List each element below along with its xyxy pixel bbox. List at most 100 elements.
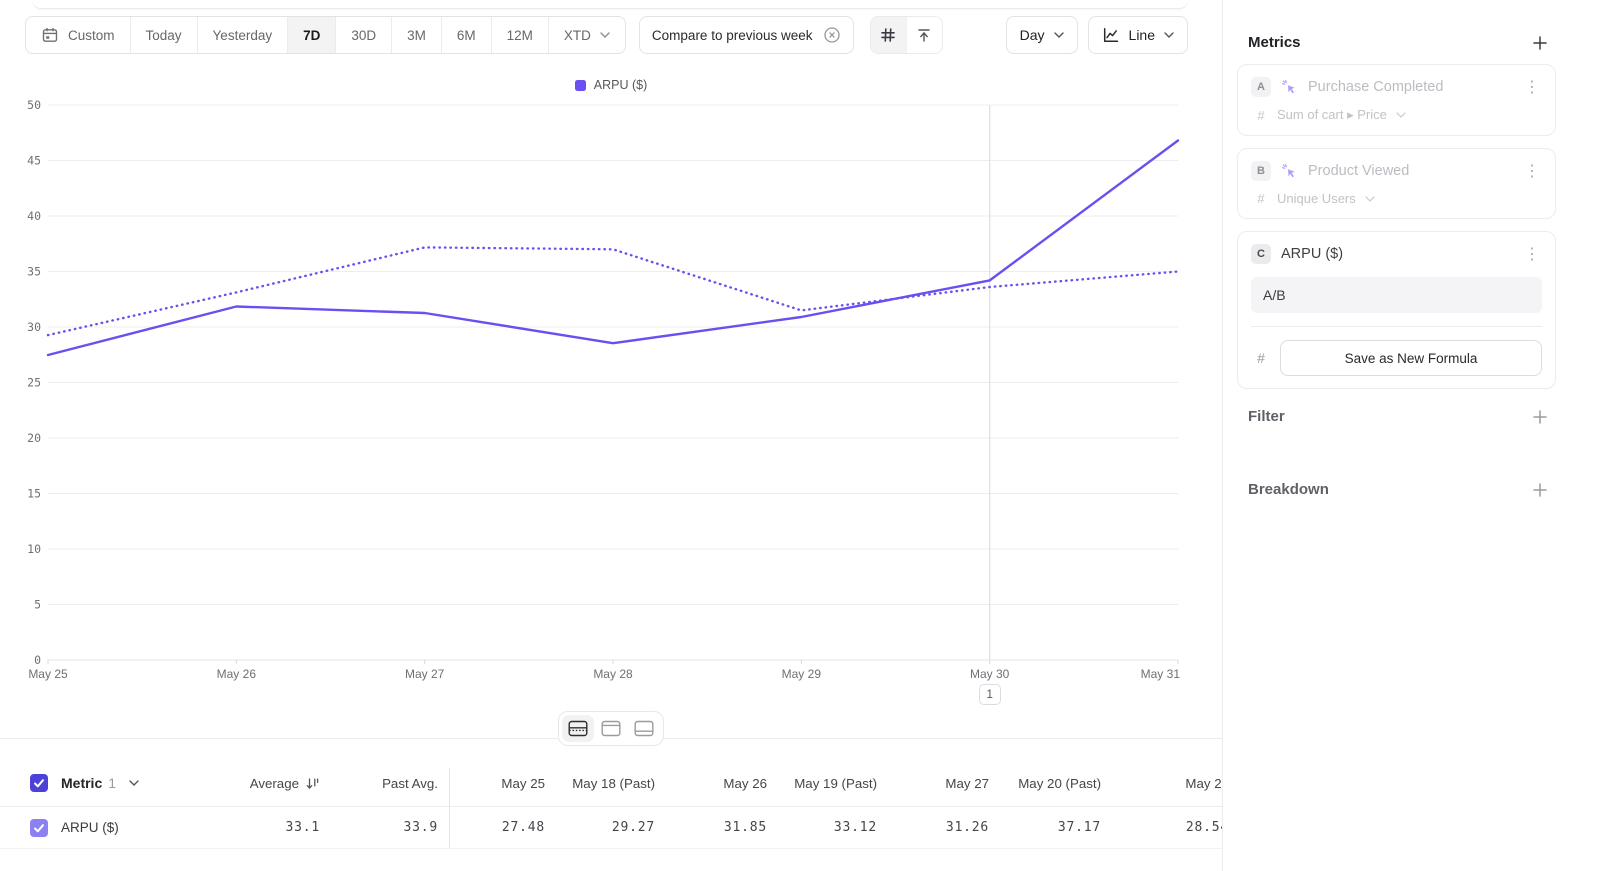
measure-selector[interactable]: # Unique Users [1251,191,1542,206]
save-as-new-formula-button[interactable]: Save as New Formula [1280,340,1542,376]
chart-type-dropdown[interactable]: Line [1087,16,1188,54]
column-header-average[interactable]: Average [230,776,320,791]
annotations-toggle-button[interactable] [905,17,942,53]
granularity-label: Day [1019,27,1045,43]
svg-text:May 29: May 29 [782,667,822,681]
svg-text:25: 25 [27,376,41,390]
svg-text:0: 0 [34,653,41,667]
cell-past-avg: 33.9 [403,820,438,835]
magic-event-icon [1281,163,1298,180]
svg-text:35: 35 [27,265,41,279]
column-header-date: May 25 [438,776,545,791]
metric-header-cell: Metric 1 [0,774,230,792]
date-range-7d-button[interactable]: 7D [287,17,336,53]
svg-text:45: 45 [27,154,41,168]
main-panel: Custom Today Yesterday 7D 30D 3M 6M 12M … [0,0,1222,849]
granularity-dropdown[interactable]: Day [1005,16,1078,54]
column-label: May 20 (Past) [1018,775,1101,791]
sort-descending-icon [305,776,320,791]
remove-compare-icon[interactable] [823,26,841,44]
chevron-down-icon [1396,112,1406,118]
date-range-segmented-control: Custom Today Yesterday 7D 30D 3M 6M 12M … [25,16,626,54]
metric-header-label[interactable]: Metric [61,775,103,791]
metric-badge: B [1251,161,1271,181]
metric-options-kebab-icon[interactable]: ⋮ [1524,244,1540,263]
measure-label: Sum of cart ▸ Price [1277,107,1387,122]
svg-text:May 27: May 27 [405,667,445,681]
arpu-line-chart: 0 5 10 15 20 25 30 35 40 45 50 May 25 May 26 May 27 Ma… [27,98,1181,681]
add-filter-button[interactable] [1532,409,1548,425]
table-header-row: Metric 1 Average Past Avg. May 25 May 18… [0,760,1222,807]
add-metric-button[interactable] [1532,35,1548,51]
bottom-panel-view-button[interactable] [628,715,660,742]
date-range-label: 3M [407,27,426,43]
column-header-date: May 26 [655,776,767,791]
column-header-date: May 27 [877,776,989,791]
measure-selector[interactable]: # Sum of cart ▸ Price [1251,107,1542,123]
chart-toolbar: Custom Today Yesterday 7D 30D 3M 6M 12M … [25,16,1188,54]
date-range-xtd-button[interactable]: XTD [547,17,625,53]
metric-card-header: A Purchase Completed ⋮ [1251,77,1542,97]
card-top-edge [32,0,1188,9]
add-breakdown-button[interactable] [1532,482,1548,498]
column-label: May 19 (Past) [794,775,877,791]
cell-value: 29.27 [611,820,655,835]
card-divider [1251,326,1542,327]
date-range-12m-button[interactable]: 12M [490,17,548,53]
svg-text:May 31: May 31 [1141,667,1181,681]
date-range-custom-button[interactable]: Custom [26,17,130,53]
date-range-label: Custom [68,27,115,43]
column-label: May 18 (Past) [572,775,655,791]
measure-hash-icon: # [1257,350,1265,366]
metric-options-kebab-icon[interactable]: ⋮ [1524,77,1540,96]
metric-cards: A Purchase Completed ⋮ # Sum of cart ▸ P… [1237,64,1556,389]
date-range-30d-button[interactable]: 30D [335,17,391,53]
split-view-icon [568,720,588,737]
date-range-yesterday-button[interactable]: Yesterday [196,17,288,53]
date-range-today-button[interactable]: Today [129,17,197,53]
annotation-flag-icon [915,26,933,44]
svg-text:20: 20 [27,431,41,445]
breakdown-title: Breakdown [1248,481,1329,498]
cell-value: 37.17 [1057,820,1101,835]
split-view-button[interactable] [562,715,594,742]
results-table: Metric 1 Average Past Avg. May 25 May 18… [0,760,1222,849]
chart-overlay-toggle-group [869,16,943,54]
metrics-title: Metrics [1248,34,1301,51]
metric-card-a[interactable]: A Purchase Completed ⋮ # Sum of cart ▸ P… [1237,64,1556,136]
svg-text:May 25: May 25 [28,667,68,681]
cell-average: 33.1 [285,820,320,835]
top-panel-view-button[interactable] [595,715,627,742]
gridlines-toggle-button[interactable] [870,17,906,53]
chevron-down-icon [1053,32,1064,38]
date-range-3m-button[interactable]: 3M [391,17,441,53]
cell-value: 27.48 [501,820,545,835]
column-header-past-avg[interactable]: Past Avg. [320,776,438,791]
cell-value: 31.85 [723,820,767,835]
annotation-badge[interactable]: 1 [978,684,1001,705]
svg-text:40: 40 [27,209,41,223]
metric-card-c-formula[interactable]: C ARPU ($) ⋮ A/B # Save as New Formula [1237,231,1556,389]
cell-value: 33.12 [833,820,877,835]
table-column-divider [449,768,450,848]
metric-card-b[interactable]: B Product Viewed ⋮ # Unique Users [1237,148,1556,219]
metric-options-kebab-icon[interactable]: ⋮ [1524,161,1540,180]
column-header-date: May 20 (Past) [989,776,1101,791]
chevron-down-icon[interactable] [129,780,139,786]
table-row: ARPU ($) 33.1 33.9 27.48 29.27 31.85 33.… [0,807,1222,849]
metric-row-label[interactable]: ARPU ($) [61,820,119,835]
select-all-checkbox[interactable] [30,774,48,792]
date-range-label: Today [145,27,182,43]
filter-section-header: Filter [1248,408,1548,425]
date-range-6m-button[interactable]: 6M [440,17,491,53]
chevron-down-icon [600,32,610,38]
svg-text:50: 50 [27,98,41,112]
metric-row-cell: ARPU ($) [0,818,230,837]
svg-text:May 30: May 30 [970,667,1010,681]
legend-swatch [574,79,586,91]
formula-input[interactable]: A/B [1251,277,1542,313]
chevron-down-icon [1164,32,1174,38]
row-checkbox[interactable] [30,818,48,837]
query-sidebar: Metrics A Purchase Completed ⋮ # Sum of … [1222,0,1600,871]
compare-to-previous-week-chip[interactable]: Compare to previous week [638,16,854,54]
